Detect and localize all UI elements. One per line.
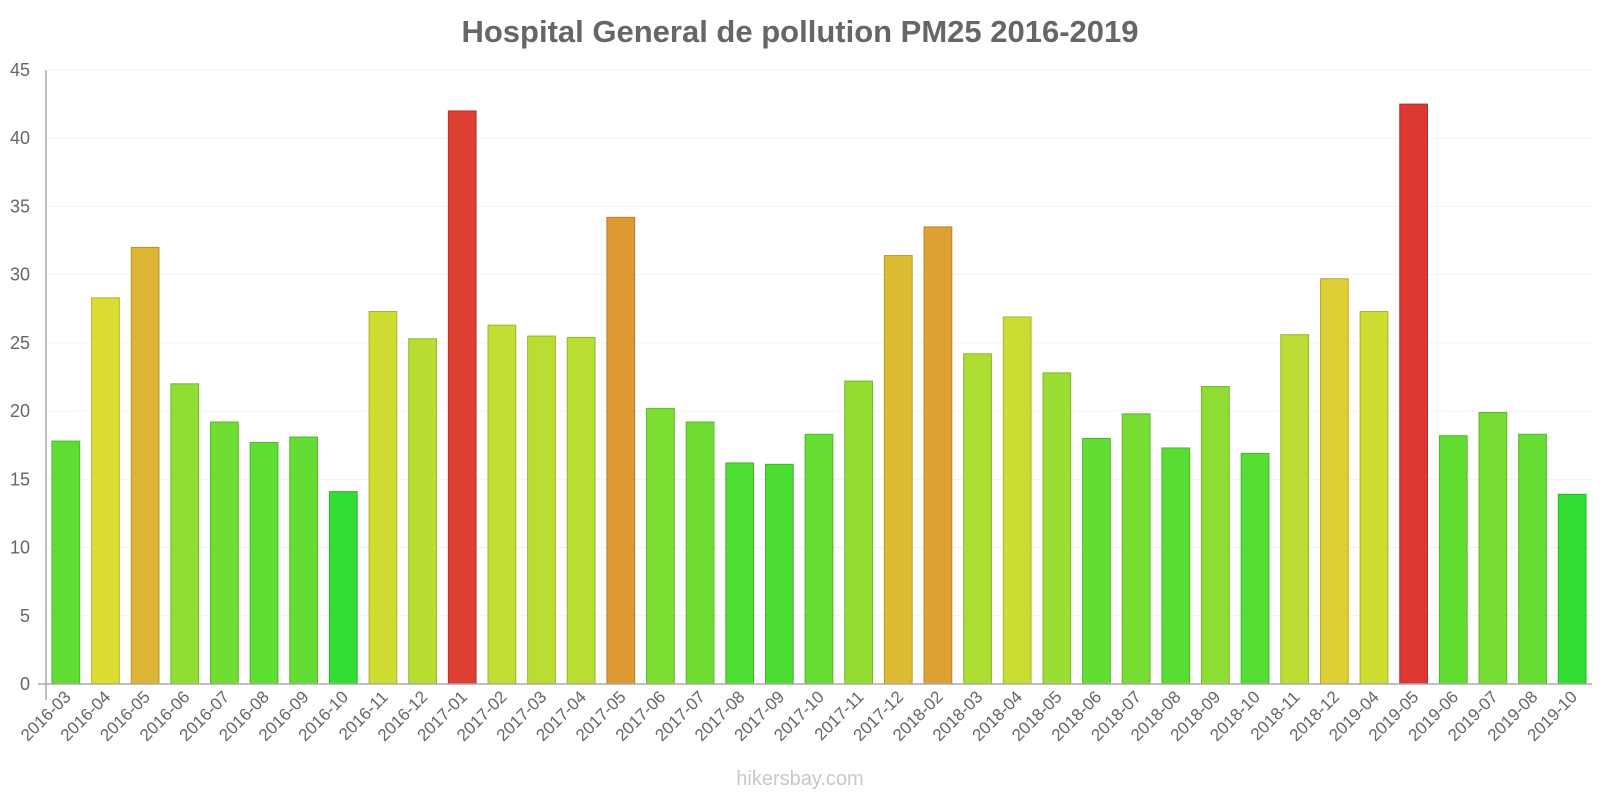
bar[interactable] [51,440,81,685]
bar[interactable] [646,407,675,685]
bar[interactable] [1201,386,1230,685]
bar[interactable] [764,463,794,685]
bar[interactable] [328,491,358,685]
bar[interactable] [1280,334,1310,685]
bar[interactable] [1161,447,1191,685]
bar[interactable] [487,324,517,685]
bar[interactable] [606,216,636,685]
axes [38,70,1592,700]
bar[interactable] [408,338,437,685]
bars [51,103,1587,685]
watermark: hikersbay.com [736,768,864,790]
bar[interactable] [963,353,992,685]
x-tick-labels: 2016-032016-042016-052016-062016-072016-… [17,687,1581,745]
bar[interactable] [1042,372,1072,685]
bar[interactable] [1121,413,1151,685]
y-tick-label: 30 [10,265,30,285]
bar[interactable] [844,380,874,685]
bar[interactable] [1399,103,1428,685]
y-tick-label: 0 [20,674,30,694]
bar[interactable] [447,110,477,685]
bar[interactable] [527,335,556,685]
bar[interactable] [1518,433,1547,685]
bar[interactable] [883,255,913,685]
y-tick-label: 35 [10,196,30,216]
bar[interactable] [249,441,279,685]
bar[interactable] [1240,452,1270,685]
bar[interactable] [566,336,596,685]
bar[interactable] [725,462,755,685]
y-tick-label: 45 [10,60,30,80]
bar[interactable] [1319,278,1349,685]
y-tick-label: 40 [10,128,30,148]
bar[interactable] [1359,311,1389,685]
bar[interactable] [804,433,834,685]
bar[interactable] [923,226,953,685]
bar[interactable] [170,383,200,685]
bar[interactable] [1002,316,1032,685]
y-tick-label: 5 [20,606,30,626]
y-tick-label: 20 [10,401,30,421]
bar[interactable] [210,421,239,685]
bar[interactable] [130,246,160,685]
chart-title: Hospital General de pollution PM25 2016-… [461,14,1139,49]
bar[interactable] [1438,435,1468,685]
bar[interactable] [1082,437,1111,685]
bar[interactable] [91,297,120,685]
bar[interactable] [289,436,319,685]
y-tick-label: 25 [10,333,30,353]
y-tick-labels: 0 5 10 15 20 25 30 35 40 45 [10,60,30,694]
bar[interactable] [1557,493,1587,685]
bar[interactable] [1478,411,1508,685]
y-tick-label: 15 [10,469,30,489]
y-tick-label: 10 [10,538,30,558]
bar[interactable] [368,311,398,685]
bar[interactable] [685,421,715,685]
